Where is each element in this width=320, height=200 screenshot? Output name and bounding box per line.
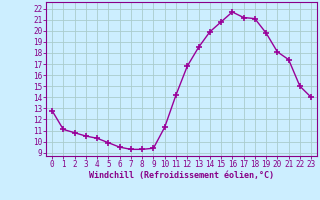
- X-axis label: Windchill (Refroidissement éolien,°C): Windchill (Refroidissement éolien,°C): [89, 171, 274, 180]
